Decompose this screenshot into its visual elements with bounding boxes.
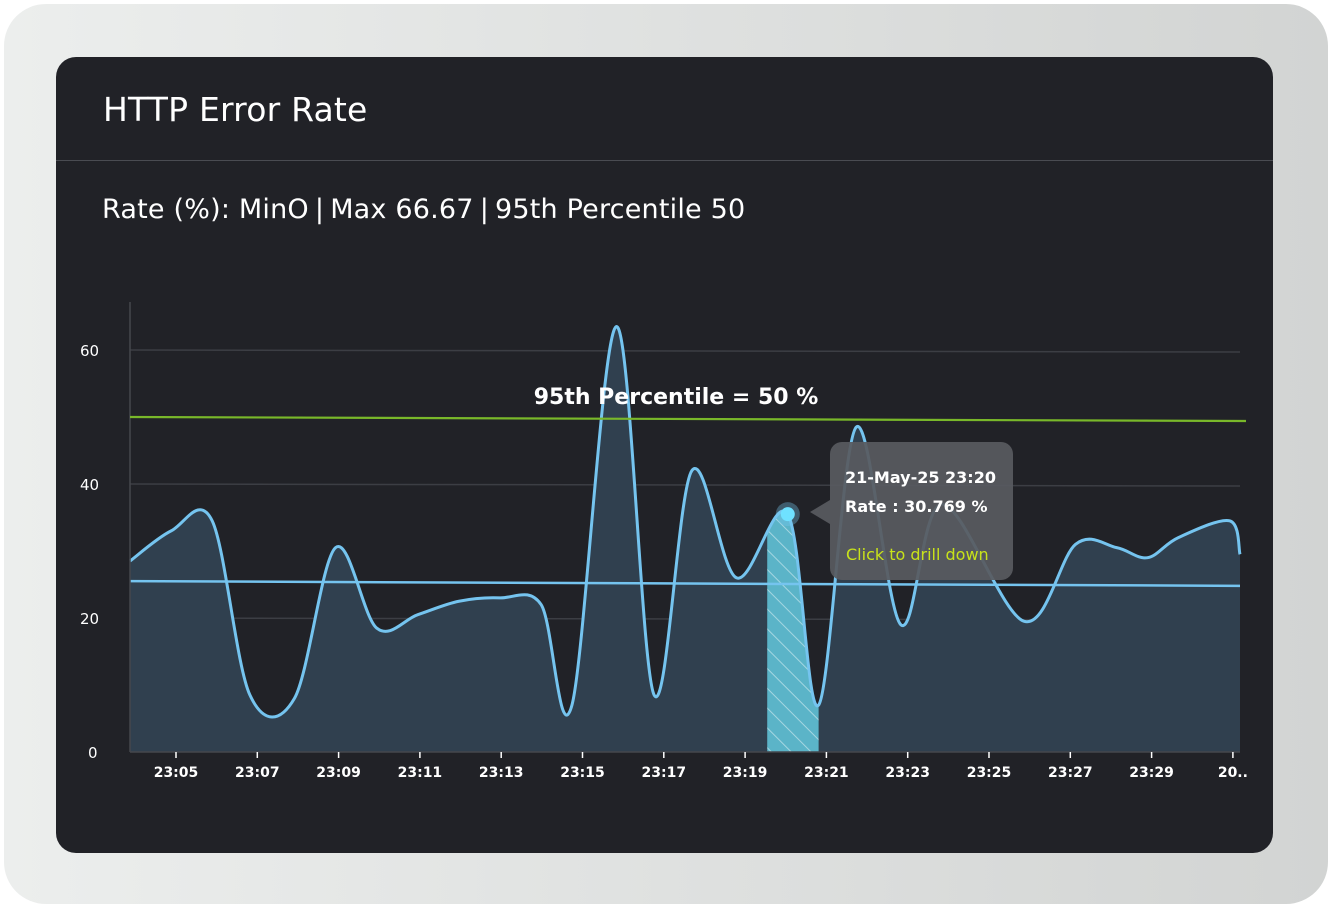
y-tick-label: 20 <box>80 610 99 628</box>
percentile-95-label: 95th Percentile = 50 % <box>534 385 819 410</box>
selected-point-marker[interactable] <box>780 507 795 522</box>
tooltip-rate: Rate : 30.769 % <box>845 497 988 516</box>
tooltip-date: 21-May-25 23:20 <box>845 468 996 487</box>
x-tick-label: 20.. <box>1218 765 1248 781</box>
x-tick-label: 23:05 <box>154 765 199 781</box>
grid-line-60 <box>129 349 1241 353</box>
x-tick-label: 23:17 <box>642 765 687 781</box>
y-tick-label: 60 <box>80 342 99 360</box>
x-tick-label: 23:09 <box>316 765 361 781</box>
x-tick-label: 23:21 <box>804 765 849 781</box>
rate-area <box>130 326 1240 752</box>
stats-label: Rate (%): <box>102 194 231 225</box>
stats-separator: | <box>479 194 489 225</box>
stats-max: Max 66.67 <box>330 194 474 225</box>
rate-line[interactable] <box>129 325 1242 719</box>
stats-percentile: 95th Percentile 50 <box>494 194 746 225</box>
http-error-rate-card: HTTP Error Rate Rate (%): MinO | Max 66.67… <box>56 57 1273 853</box>
title-divider <box>56 160 1273 161</box>
x-tick-label: 23:07 <box>235 765 280 781</box>
percentile-95-line <box>129 415 1247 423</box>
card-title: HTTP Error Rate <box>103 90 368 129</box>
x-tick-label: 23:15 <box>560 765 605 781</box>
stats-min: MinO <box>238 194 309 225</box>
x-tick-label: 23:19 <box>723 765 768 781</box>
stats-summary: Rate (%): MinO | Max 66.67 | 95th Percentile… <box>102 194 745 225</box>
drill-down-link[interactable]: Click to drill down <box>846 545 989 564</box>
y-tick-label: 0 <box>88 744 98 762</box>
grid-line-40 <box>129 483 1241 487</box>
x-tick-label: 23:23 <box>885 765 930 781</box>
x-tick-label: 23:13 <box>479 765 524 781</box>
stats-separator: | <box>314 194 325 225</box>
error-rate-chart[interactable]: 0 20 40 60 23:05 23:07 23:09 23:11 23:13 23:15 23:… <box>56 57 1273 853</box>
x-tick-label: 23:11 <box>398 765 443 781</box>
x-tick-label: 23:29 <box>1129 765 1174 781</box>
y-tick-label: 40 <box>80 476 99 494</box>
data-point-tooltip[interactable]: 21-May-25 23:20 Rate : 30.769 % Click to… <box>810 442 1013 580</box>
x-tick-label: 23:27 <box>1048 765 1093 781</box>
x-tick-label: 23:25 <box>967 765 1012 781</box>
